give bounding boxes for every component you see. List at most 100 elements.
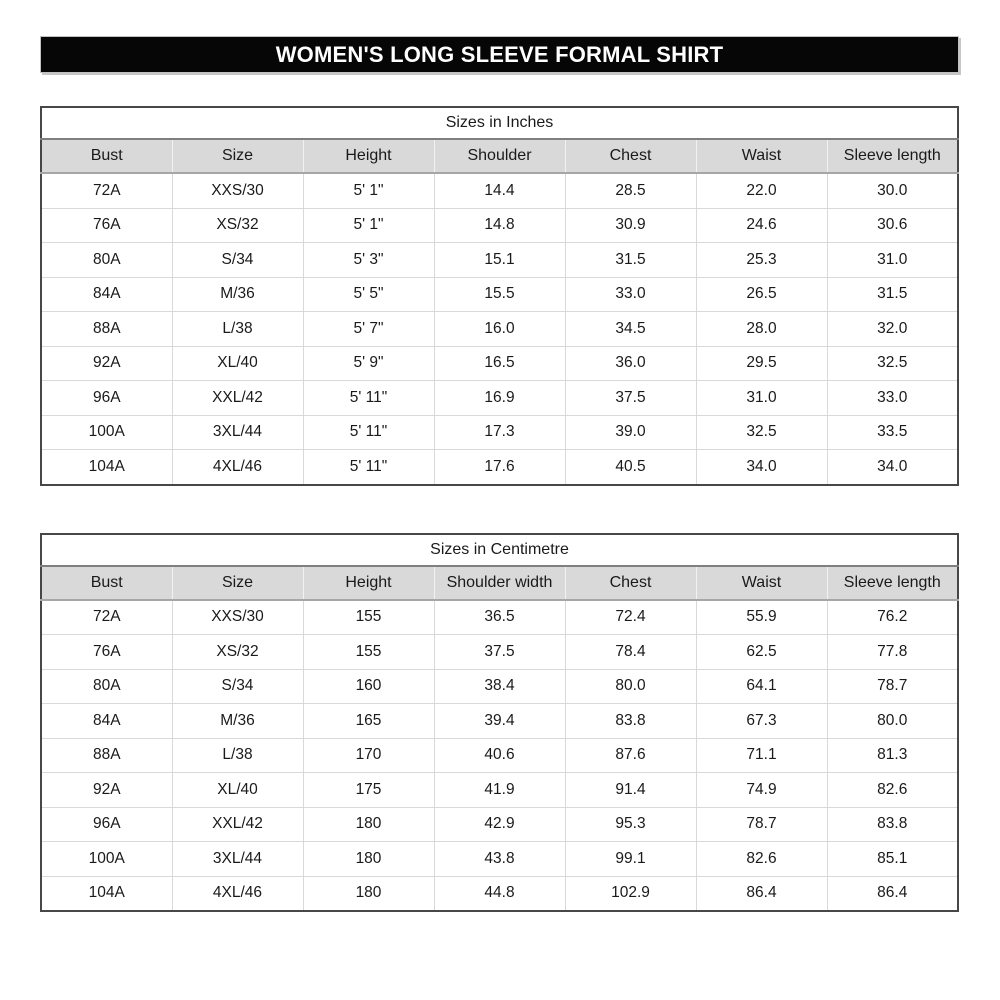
table-cell: 5' 5" <box>302 276 434 312</box>
table-cell: S/34 <box>171 668 303 704</box>
table-cell: 67.3 <box>695 703 827 738</box>
table-cell: 92A <box>41 772 172 807</box>
column-header: Waist <box>695 565 827 601</box>
table-cell: 83.8 <box>826 806 958 842</box>
table-cell: 39.4 <box>433 703 565 738</box>
table-cell: 17.6 <box>433 449 565 485</box>
table-cell: XS/32 <box>171 634 303 669</box>
table-cell: 31.0 <box>695 380 827 415</box>
table-title-row: Sizes in Inches <box>41 107 958 140</box>
table-cell: 88A <box>41 311 172 346</box>
table-row: 96A XXL/42 5' 11" 16.9 37.5 31.0 33.0 <box>41 380 958 415</box>
table-cell: 102.9 <box>564 875 696 911</box>
table-cell: 84A <box>41 703 172 738</box>
table-cell: XXL/42 <box>171 380 303 415</box>
centimetre-size-table: Sizes in Centimetre Bust Size Height Should… <box>40 532 959 912</box>
table-cell: 38.4 <box>433 668 565 704</box>
table-cell: 39.0 <box>564 414 696 450</box>
table-cell: 155 <box>302 634 434 669</box>
table-cell: 32.5 <box>695 414 827 450</box>
table-cell: 72A <box>41 599 172 635</box>
column-header: Waist <box>695 139 827 174</box>
table-row: 84A M/36 165 39.4 83.8 67.3 80.0 <box>41 703 958 738</box>
table-cell: 92A <box>41 345 172 381</box>
table-cell: 78.7 <box>826 668 958 704</box>
table-cell: 16.0 <box>433 311 565 346</box>
table-cell: 82.6 <box>826 772 958 807</box>
table-cell: 17.3 <box>433 414 565 450</box>
table-cell: 86.4 <box>695 875 827 911</box>
table-cell: 32.5 <box>826 345 958 381</box>
column-header: Chest <box>564 565 696 601</box>
table-cell: 33.5 <box>826 414 958 450</box>
table-cell: 80.0 <box>826 703 958 738</box>
table-cell: 83.8 <box>564 703 696 738</box>
table-cell: 16.9 <box>433 380 565 415</box>
table-cell: 31.5 <box>826 276 958 312</box>
table-cell: 5' 9" <box>302 345 434 381</box>
table-cell: 26.5 <box>695 276 827 312</box>
table-row: 100A 3XL/44 180 43.8 99.1 82.6 85.1 <box>41 841 958 876</box>
table-cell: 30.9 <box>564 207 696 243</box>
table-cell: 64.1 <box>695 668 827 704</box>
table-cell: 100A <box>41 841 172 876</box>
table-row: 80A S/34 160 38.4 80.0 64.1 78.7 <box>41 668 958 704</box>
table-row: 104A 4XL/46 5' 11" 17.6 40.5 34.0 34.0 <box>41 449 958 485</box>
table-cell: 25.3 <box>695 242 827 277</box>
table-cell: XXS/30 <box>171 599 303 635</box>
table-title-row: Sizes in Centimetre <box>41 533 958 567</box>
column-header: Shoulder width <box>433 565 565 601</box>
table-cell: 14.8 <box>433 207 565 243</box>
table-cell: 40.5 <box>564 449 696 485</box>
table-row: 76A XS/32 155 37.5 78.4 62.5 77.8 <box>41 634 958 669</box>
table-cell: 24.6 <box>695 207 827 243</box>
table-row: 88A L/38 5' 7" 16.0 34.5 28.0 32.0 <box>41 311 958 346</box>
table-row: 96A XXL/42 180 42.9 95.3 78.7 83.8 <box>41 806 958 842</box>
table-cell: 76A <box>41 634 172 669</box>
table-cell: 5' 1" <box>302 207 434 243</box>
table-row: 92A XL/40 175 41.9 91.4 74.9 82.6 <box>41 772 958 807</box>
column-header: Sleeve length <box>826 139 958 174</box>
inches-table-body: 72A XXS/30 5' 1" 14.4 28.5 22.0 30.0 76A XS/32 5'… <box>41 173 958 485</box>
column-header: Shoulder <box>433 139 565 174</box>
table-cell: 3XL/44 <box>171 414 303 450</box>
table-cell: 88A <box>41 737 172 773</box>
column-header: Size <box>171 139 303 174</box>
table-cell: XS/32 <box>171 207 303 243</box>
table-cell: 5' 3" <box>302 242 434 277</box>
table-cell: 5' 11" <box>302 380 434 415</box>
table-cell: 5' 7" <box>302 311 434 346</box>
table-row: 80A S/34 5' 3" 15.1 31.5 25.3 31.0 <box>41 242 958 277</box>
table-cell: 80A <box>41 242 172 277</box>
column-header: Height <box>302 139 434 174</box>
table-cell: 82.6 <box>695 841 827 876</box>
table-cell: 95.3 <box>564 806 696 842</box>
centimetre-table-body: 72A XXS/30 155 36.5 72.4 55.9 76.2 76A XS/32 155 3… <box>41 599 958 911</box>
table-cell: 84A <box>41 276 172 312</box>
table-cell: S/34 <box>171 242 303 277</box>
table-cell: XXL/42 <box>171 806 303 842</box>
table-cell: 40.6 <box>433 737 565 773</box>
table-cell: 85.1 <box>826 841 958 876</box>
table-cell: 15.1 <box>433 242 565 277</box>
table-cell: 30.6 <box>826 207 958 243</box>
table-cell: 170 <box>302 737 434 773</box>
table-cell: 180 <box>302 875 434 911</box>
table-cell: 31.0 <box>826 242 958 277</box>
table-cell: 14.4 <box>433 173 565 208</box>
table-cell: 99.1 <box>564 841 696 876</box>
table-cell: 96A <box>41 806 172 842</box>
column-header-row: Bust Size Height Shoulder Chest Waist Sleeve l… <box>41 139 958 174</box>
table-row: 88A L/38 170 40.6 87.6 71.1 81.3 <box>41 737 958 773</box>
table-cell: 32.0 <box>826 311 958 346</box>
table-cell: 5' 11" <box>302 449 434 485</box>
table-cell: 100A <box>41 414 172 450</box>
table-cell: 34.0 <box>695 449 827 485</box>
table-row: 76A XS/32 5' 1" 14.8 30.9 24.6 30.6 <box>41 207 958 243</box>
table-cell: 55.9 <box>695 599 827 635</box>
inches-size-table: Sizes in Inches Bust Size Height Shoulder Ch… <box>40 106 959 486</box>
table-cell: 91.4 <box>564 772 696 807</box>
table-cell: 71.1 <box>695 737 827 773</box>
table-cell: M/36 <box>171 703 303 738</box>
table-cell: 36.5 <box>433 599 565 635</box>
